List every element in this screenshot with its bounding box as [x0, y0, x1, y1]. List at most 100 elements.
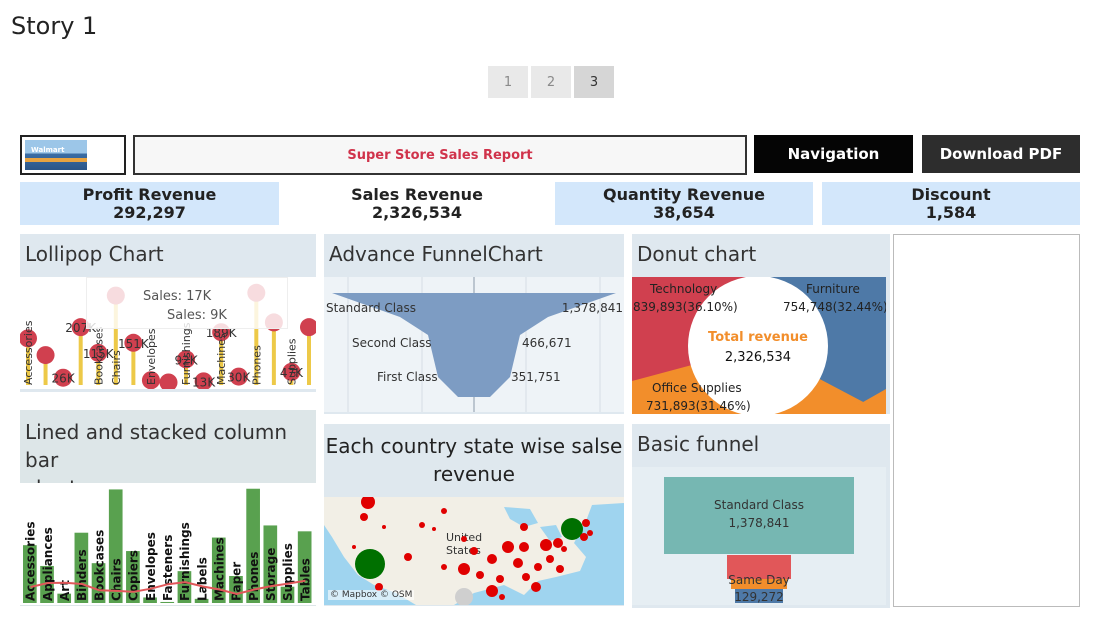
funnel-value-standard: 1,378,841 — [562, 301, 623, 315]
map-dot — [470, 547, 478, 555]
lollipop-data-label: 30K — [227, 371, 251, 385]
basic-funnel-title: Basic funnel — [637, 432, 760, 456]
map-plot[interactable]: United States © Mapbox © OSM — [324, 497, 624, 605]
great-lakes — [504, 507, 538, 527]
stacked-category-label: Chairs — [109, 558, 123, 601]
lollipop-head — [20, 329, 37, 348]
stacked-category-label: Supplies — [281, 543, 295, 601]
basic-funnel-label: Same Day — [728, 573, 790, 587]
story-page-2[interactable]: 2 — [531, 66, 571, 98]
basic-funnel-label: Standard Class — [714, 498, 804, 512]
stacked-category-label: Bookcases — [92, 530, 106, 601]
lollipop-category-label: Accessories — [22, 320, 35, 385]
kpi-value: 1,584 — [925, 202, 977, 222]
advance-funnel-plot[interactable]: Standard Class 1,378,841 Second Class 46… — [324, 277, 624, 412]
donut-label-office-supplies: Office Supplies — [652, 381, 742, 395]
lollipop-tooltip: Sales: 17K Sales: 9K — [86, 277, 288, 329]
stacked-category-label: Envelopes — [144, 532, 158, 601]
lollipop-data-label: 189K — [206, 326, 238, 340]
stacked-bar — [280, 586, 295, 603]
kpi-sales-revenue: Sales Revenue 2,326,534 — [288, 182, 546, 225]
stacked-bar — [143, 597, 157, 603]
lollipop-chart-title: Lollipop Chart — [25, 242, 164, 266]
lollipop-data-label: 47K — [280, 366, 304, 380]
lollipop-plot[interactable]: Accessories 26K 207K 115K Bookcases Chairs 151… — [20, 277, 316, 389]
stacked-category-label: Furnishings — [178, 522, 192, 601]
stacked-category-label: Storage — [264, 548, 278, 601]
stacked-category-label: Binders — [75, 549, 89, 601]
map-dot — [487, 554, 497, 564]
kpi-value: 38,654 — [653, 202, 715, 222]
map-dot — [375, 583, 383, 591]
donut-value-office-supplies: 731,893(31.46%) — [646, 399, 751, 413]
tooltip-line-1: Sales: 17K — [143, 289, 212, 304]
basic-funnel-panel: Basic funnel Standard Class 1,378,841 Same… — [632, 424, 890, 608]
map-title: Each country state wise salse revenue — [325, 434, 623, 486]
story-title: Story 1 — [11, 12, 98, 40]
map-attribution: © Mapbox © OSM — [328, 590, 415, 600]
report-title: Super Store Sales Report — [133, 135, 747, 175]
advance-funnel-panel: Advance FunnelChart Standard Class 1,378… — [324, 234, 624, 414]
map-dot — [458, 563, 470, 575]
stacked-category-label: Machines — [213, 537, 227, 601]
stacked-category-label: Copiers — [127, 550, 141, 601]
stacked-bar — [177, 571, 192, 603]
map-dot — [561, 546, 567, 552]
map-dot — [522, 573, 530, 581]
lollipop-category-label: Furnishings — [180, 322, 193, 385]
kpi-value: 292,297 — [113, 202, 186, 222]
lollipop-head — [124, 333, 143, 352]
story-page-1[interactable]: 1 — [488, 66, 528, 98]
stacked-chart-panel: Lined and stacked column bar chart Acces… — [20, 410, 316, 606]
lollipop-data-label: 13K — [192, 375, 216, 389]
lollipop-category-label: Supplies — [285, 338, 298, 385]
funnel-label-second: Second Class — [352, 336, 432, 350]
lollipop-category-label: Envelopes — [145, 328, 158, 385]
stacked-bar — [126, 551, 140, 603]
basic-funnel-stage — [735, 589, 783, 603]
stacked-plot[interactable]: Accessories Appliances Art Binders Bookcases… — [20, 483, 316, 605]
kpi-label: Quantity Revenue — [602, 184, 766, 204]
lollipop-head — [177, 350, 196, 369]
navigation-button[interactable]: Navigation — [754, 135, 913, 173]
stacked-line — [30, 579, 306, 596]
kpi-discount: Discount 1,584 — [822, 182, 1080, 225]
basic-funnel-plot[interactable]: Standard Class 1,378,841 Same Day 129,272 — [632, 467, 886, 605]
donut-plot[interactable]: Technology 839,893(36.10%) Furniture 754… — [632, 277, 886, 414]
download-pdf-button[interactable]: Download PDF — [922, 135, 1080, 173]
stacked-category-label: Phones — [247, 552, 261, 601]
lollipop-head — [194, 372, 213, 389]
stacked-bar — [40, 565, 54, 603]
funnel-label-standard: Standard Class — [326, 301, 416, 315]
donut-center-value: 2,326,534 — [725, 350, 791, 365]
stacked-category-label: Art — [58, 580, 72, 601]
empty-container — [893, 234, 1080, 607]
stacked-category-label: Tables — [298, 558, 312, 601]
donut-label-furniture: Furniture — [806, 282, 860, 296]
map-dot — [455, 588, 473, 605]
map-dot — [499, 594, 505, 600]
story-page-3[interactable]: 3 — [574, 66, 614, 98]
tooltip-line-2: Sales: 9K — [167, 308, 227, 323]
map-dot — [461, 536, 467, 542]
map-dot — [553, 538, 563, 548]
stacked-bar — [263, 525, 278, 603]
lollipop-head — [36, 346, 55, 365]
stacked-bar — [91, 563, 106, 603]
map-dot — [580, 533, 588, 541]
lollipop-head — [159, 373, 178, 389]
logo-text: Walmart — [31, 146, 65, 154]
lollipop-head — [229, 367, 248, 386]
lollipop-head — [282, 362, 301, 381]
funnel-label-first: First Class — [377, 370, 438, 384]
map-dot — [476, 571, 484, 579]
stacked-bar — [211, 537, 226, 603]
lollipop-category-label: Chairs — [110, 350, 123, 385]
funnel-value-second: 466,671 — [522, 336, 572, 350]
lollipop-head — [89, 343, 108, 362]
map-dot — [582, 519, 590, 527]
map-dot — [361, 497, 375, 509]
stacked-bar — [229, 575, 243, 603]
map-dot — [486, 585, 498, 597]
map-dot — [556, 565, 564, 573]
